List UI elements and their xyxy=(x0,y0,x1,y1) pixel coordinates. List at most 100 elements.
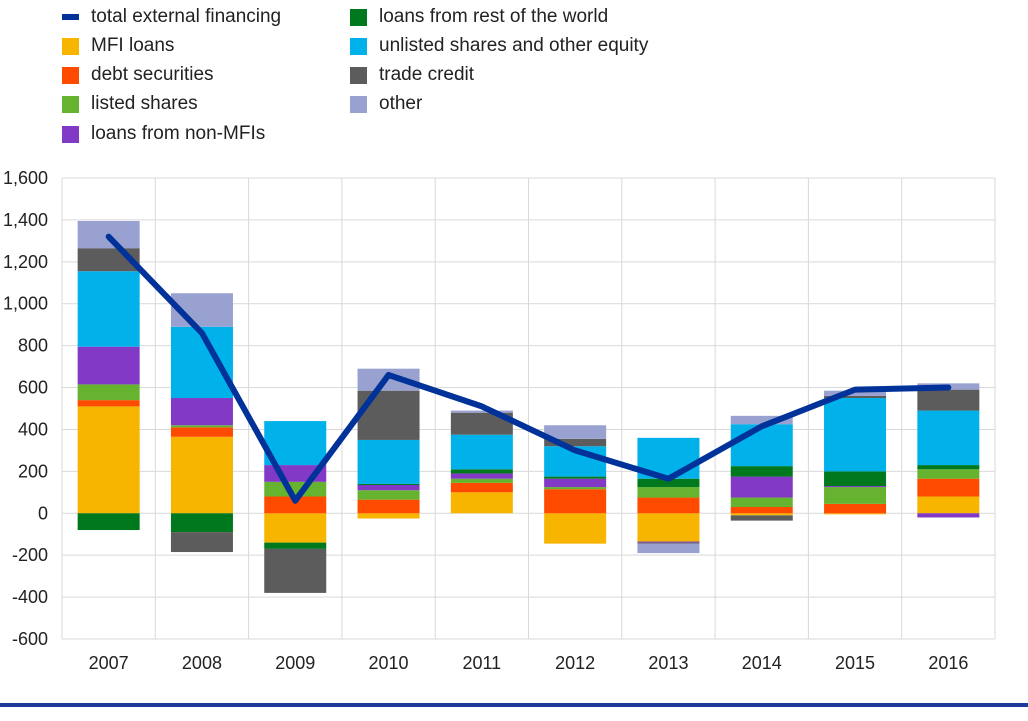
x-tick-label: 2013 xyxy=(648,653,688,673)
bar-segment-loans-from-rest-of-the-world-2009 xyxy=(264,542,327,549)
legend-item-loans-from-non-mfis: loans from non-MFIs xyxy=(62,123,265,145)
bar-segment-listed-shares-2015 xyxy=(824,487,887,504)
bar-segment-loans-from-non-mfis-2010 xyxy=(357,484,420,491)
bar-segment-loans-from-rest-of-the-world-2015 xyxy=(824,471,887,487)
bar-segment-loans-from-non-mfis-2008 xyxy=(170,398,233,426)
legend-swatch xyxy=(350,95,367,113)
legend-swatch xyxy=(350,8,367,26)
bar-segment-loans-from-non-mfis-2014 xyxy=(730,476,793,498)
legend-label: trade credit xyxy=(379,64,475,85)
legend-swatch xyxy=(62,66,79,84)
bar-segment-debt-securities-2009 xyxy=(264,496,327,514)
bar-segment-trade-credit-2014 xyxy=(730,515,793,521)
legend-item-debt-securities: debt securities xyxy=(62,64,214,86)
chart-legend: total external financing MFI loans debt … xyxy=(0,0,1028,160)
bar-segment-loans-from-rest-of-the-world-2011 xyxy=(450,469,513,474)
legend-item-trade-credit: trade credit xyxy=(350,64,474,86)
bar-segment-trade-credit-2012 xyxy=(544,438,607,447)
bar-segment-unlisted-shares-and-other-equity-2007 xyxy=(77,271,140,347)
bar-segment-mfi-loans-2009 xyxy=(264,513,327,543)
bar-segment-trade-credit-2008 xyxy=(170,532,233,553)
legend-label: total external financing xyxy=(91,6,282,27)
legend-swatch xyxy=(62,125,79,143)
x-tick-label: 2010 xyxy=(369,653,409,673)
bar-segment-mfi-loans-2011 xyxy=(450,492,513,514)
bar-segment-debt-securities-2010 xyxy=(357,499,420,514)
legend-item-loans-from-rest-of-world: loans from rest of the world xyxy=(350,6,608,28)
legend-line-swatch xyxy=(62,14,79,20)
bar-segment-unlisted-shares-and-other-equity-2014 xyxy=(730,424,793,467)
y-tick-label: 1,600 xyxy=(3,168,48,188)
legend-swatch xyxy=(62,95,79,113)
y-tick-label: 1,400 xyxy=(3,210,48,230)
total-line xyxy=(105,233,952,504)
bar-segment-listed-shares-2010 xyxy=(357,490,420,500)
y-tick-label: 1,200 xyxy=(3,252,48,272)
bar-segment-debt-securities-2008 xyxy=(170,427,233,437)
bar-segment-debt-securities-2016 xyxy=(917,478,980,497)
bar-segment-listed-shares-2012 xyxy=(544,487,607,490)
y-tick-label: 400 xyxy=(18,419,48,439)
bar-segment-listed-shares-2016 xyxy=(917,469,980,479)
bar-segment-debt-securities-2015 xyxy=(824,503,887,514)
y-tick-label: -200 xyxy=(12,545,48,565)
bar-segment-other-2011 xyxy=(450,410,513,413)
legend-label: MFI loans xyxy=(91,35,175,56)
legend-item-unlisted-shares: unlisted shares and other equity xyxy=(350,35,648,57)
bars xyxy=(77,220,980,593)
x-tick-label: 2009 xyxy=(275,653,315,673)
legend-item-mfi-loans: MFI loans xyxy=(62,35,174,57)
bar-segment-loans-from-rest-of-the-world-2010 xyxy=(357,483,420,485)
x-tick-label: 2012 xyxy=(555,653,595,673)
bar-segment-mfi-loans-2016 xyxy=(917,496,980,514)
line-total-external-financing xyxy=(105,233,952,504)
bar-segment-listed-shares-2013 xyxy=(637,487,700,498)
bar-segment-debt-securities-2007 xyxy=(77,400,140,407)
legend-item-listed-shares: listed shares xyxy=(62,93,198,115)
bar-segment-trade-credit-2015 xyxy=(824,395,887,399)
legend-swatch xyxy=(350,66,367,84)
bottom-rule xyxy=(0,703,1028,707)
bar-segment-loans-from-non-mfis-2011 xyxy=(450,473,513,479)
bar-segment-debt-securities-2012 xyxy=(544,489,607,514)
x-tick-label: 2007 xyxy=(89,653,129,673)
bar-segment-loans-from-rest-of-the-world-2008 xyxy=(170,513,233,533)
legend-swatch xyxy=(62,37,79,55)
bar-segment-loans-from-rest-of-the-world-2013 xyxy=(637,478,700,488)
bar-segment-unlisted-shares-and-other-equity-2011 xyxy=(450,434,513,470)
bar-segment-listed-shares-2014 xyxy=(730,497,793,507)
bar-segment-loans-from-rest-of-the-world-2012 xyxy=(544,476,607,479)
bar-segment-mfi-loans-2010 xyxy=(357,513,420,519)
y-tick-label: 1,000 xyxy=(3,294,48,314)
bar-segment-listed-shares-2011 xyxy=(450,478,513,483)
x-tick-label: 2016 xyxy=(928,653,968,673)
y-tick-label: 600 xyxy=(18,378,48,398)
y-tick-label: 0 xyxy=(38,503,48,523)
bar-segment-listed-shares-2007 xyxy=(77,384,140,401)
bar-segment-debt-securities-2011 xyxy=(450,482,513,493)
bar-segment-loans-from-non-mfis-2013 xyxy=(637,541,700,543)
bar-segment-other-2013 xyxy=(637,543,700,554)
y-tick-label: 800 xyxy=(18,336,48,356)
x-axis-ticks: 2007 2008 2009 2010 2011 2012 2013 2014 2015 2016 xyxy=(89,653,969,673)
bar-segment-trade-credit-2009 xyxy=(264,548,327,593)
bar-segment-other-2015 xyxy=(824,390,887,396)
legend-label: listed shares xyxy=(91,93,198,114)
bar-segment-mfi-loans-2012 xyxy=(544,513,607,544)
bar-segment-debt-securities-2013 xyxy=(637,497,700,514)
y-tick-label: 200 xyxy=(18,461,48,481)
y-axis-ticks: -600 -400 -200 0 200 400 600 800 1,000 1,200 1,400… xyxy=(3,168,48,649)
bar-segment-listed-shares-2008 xyxy=(170,425,233,428)
legend-label: other xyxy=(379,93,423,114)
legend-label: unlisted shares and other equity xyxy=(379,35,649,56)
y-tick-label: -600 xyxy=(12,629,48,649)
bar-segment-unlisted-shares-and-other-equity-2010 xyxy=(357,439,420,484)
legend-item-other: other xyxy=(350,93,422,115)
bar-segment-other-2012 xyxy=(544,425,607,439)
legend-swatch xyxy=(350,37,367,55)
y-tick-label: -400 xyxy=(12,587,48,607)
bar-segment-loans-from-non-mfis-2007 xyxy=(77,346,140,385)
bar-segment-unlisted-shares-and-other-equity-2016 xyxy=(917,410,980,466)
bar-segment-mfi-loans-2007 xyxy=(77,406,140,514)
